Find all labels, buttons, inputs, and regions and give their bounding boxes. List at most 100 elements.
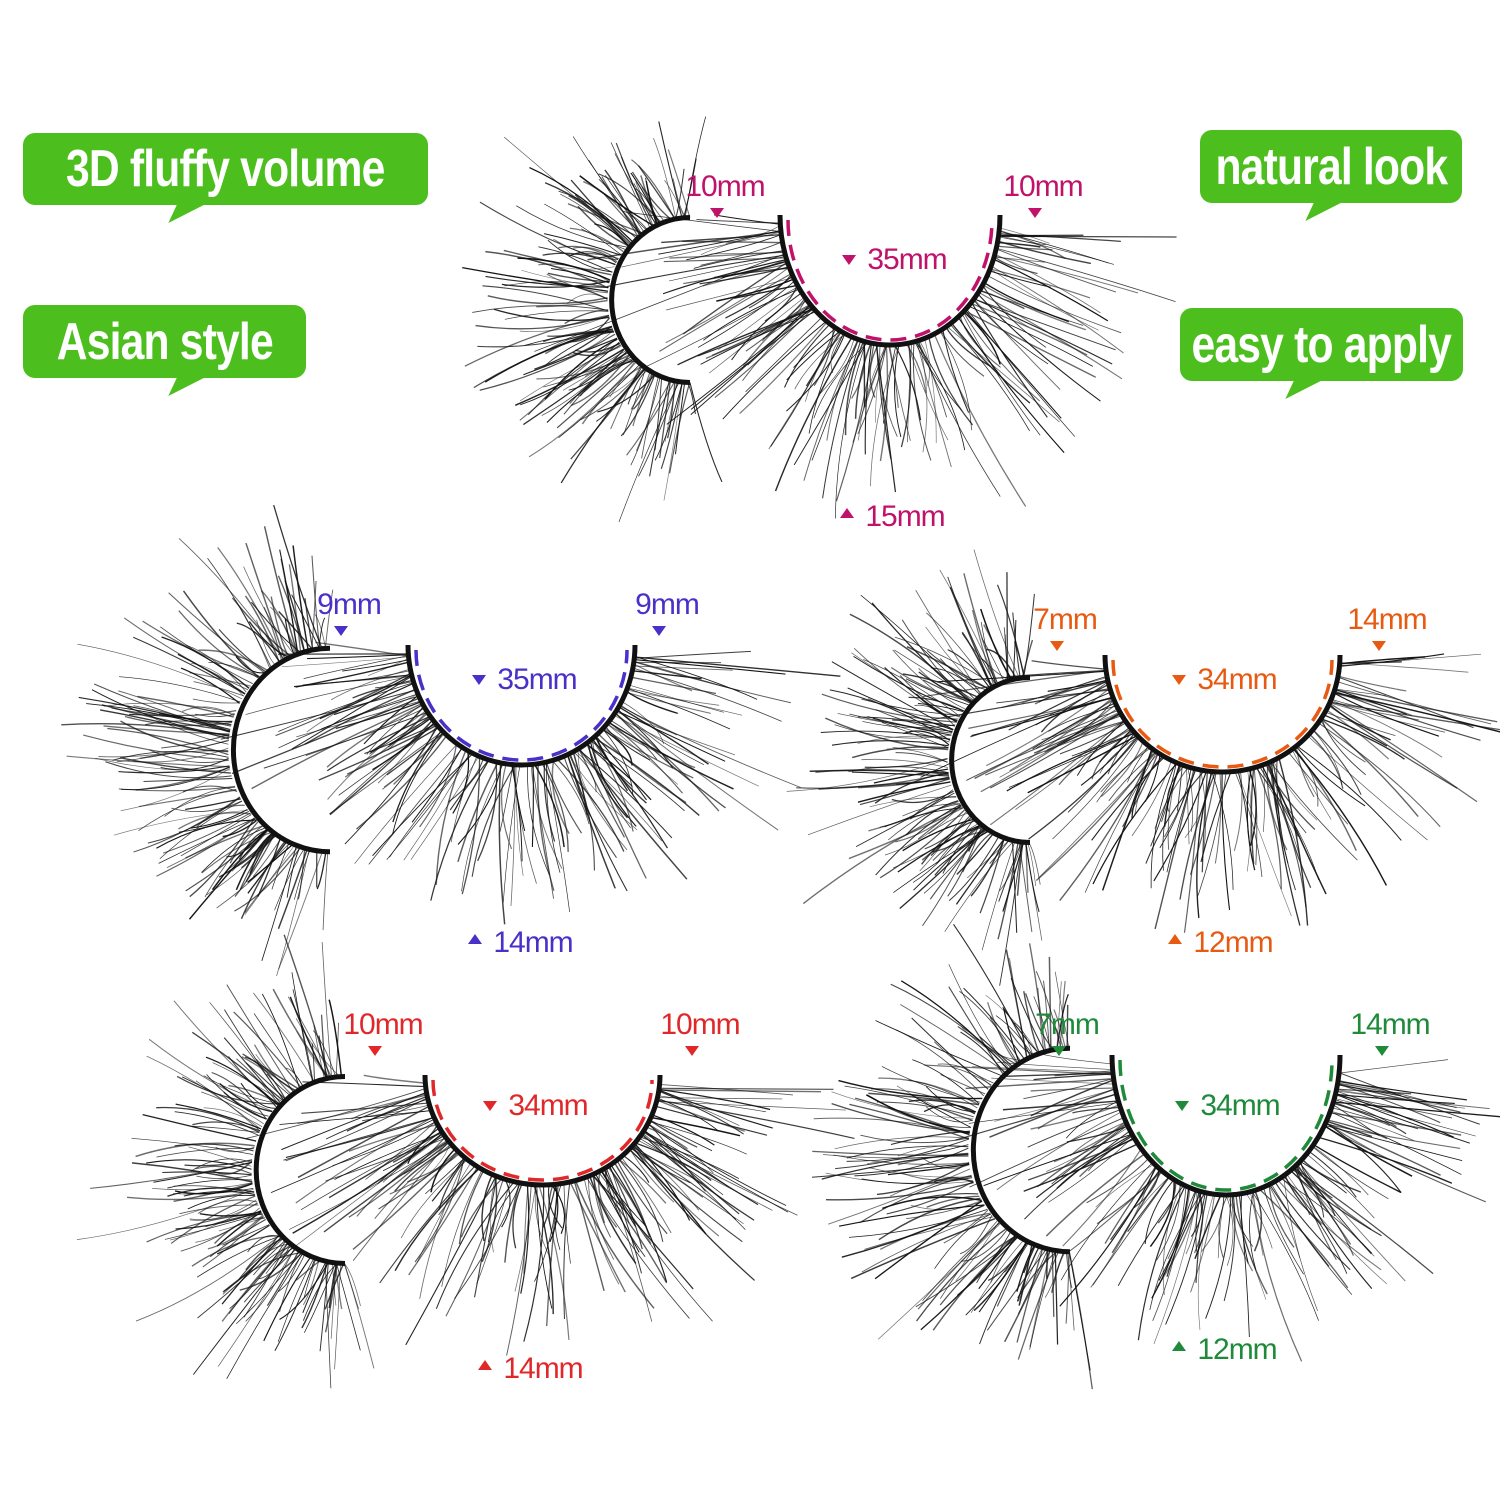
lash-strand	[566, 293, 608, 304]
lash-strand	[818, 778, 950, 790]
lash-strand	[580, 368, 645, 421]
lash-strand	[567, 203, 643, 234]
left-end-length-label: 7mm	[1035, 1008, 1100, 1041]
lash-strand	[642, 1132, 746, 1230]
lash-strand	[111, 707, 237, 717]
lash-strand	[939, 330, 972, 431]
lash-strand	[632, 373, 654, 410]
lash-strand	[544, 203, 622, 256]
lash-strand	[189, 672, 251, 687]
lash-strand	[379, 1165, 476, 1284]
lash-strand	[326, 715, 431, 772]
lash-strand	[1201, 770, 1209, 873]
lash-strand	[604, 1168, 653, 1322]
lash-strand	[1234, 771, 1263, 878]
lash-strand	[955, 838, 1006, 905]
lash-strand	[660, 382, 683, 469]
lash-strand	[1334, 1097, 1476, 1137]
lash-strand	[1025, 993, 1055, 1050]
lash-strand	[934, 1213, 992, 1269]
lash-strand	[1008, 680, 1109, 731]
lash-strand	[235, 656, 264, 674]
lash-strand	[946, 326, 1060, 423]
lash-strand	[277, 1258, 315, 1342]
lash-strand	[623, 369, 646, 436]
lash-strand	[192, 698, 240, 704]
lash-strand	[103, 702, 235, 715]
lash-strand	[597, 374, 656, 413]
lash-strand	[1023, 1078, 1114, 1100]
lash-strand	[285, 1097, 428, 1162]
lash-strand	[604, 169, 641, 236]
lash-strand	[1004, 1249, 1052, 1343]
lash-strand	[1299, 1161, 1347, 1194]
lash-strand	[543, 359, 634, 388]
lash-strand	[970, 1240, 1024, 1313]
lash-strand	[498, 762, 506, 925]
lash-strand	[961, 1229, 1008, 1262]
lash-strand	[900, 1172, 972, 1181]
lash-strand	[633, 665, 733, 671]
lash-strand	[926, 649, 989, 690]
lash-strand	[343, 1263, 361, 1307]
lash-strand	[923, 1104, 976, 1113]
lash-strand	[583, 356, 631, 393]
lash-strand	[1268, 1184, 1301, 1258]
lash-strand	[365, 1104, 430, 1117]
lash-strand	[831, 1103, 970, 1134]
lash-band	[1102, 654, 1343, 775]
lash-strand	[462, 267, 609, 292]
lash-strand	[980, 608, 1013, 680]
lash-band	[230, 645, 331, 855]
lash-strand	[118, 785, 236, 792]
lash-strand	[570, 253, 619, 260]
lash-strand	[945, 326, 991, 367]
lash-strand	[960, 1031, 1005, 1073]
lash-strand	[961, 313, 1041, 436]
lash-strand	[145, 720, 232, 727]
lash-strand	[875, 709, 953, 733]
lash-strand	[942, 328, 970, 413]
lash-strand	[1053, 1120, 1126, 1163]
lash-strand	[902, 803, 961, 817]
lash-strand	[894, 344, 902, 438]
lash-strand	[933, 333, 1027, 507]
lash-strand	[1120, 1176, 1170, 1240]
lash-strand	[926, 1195, 980, 1208]
arrow-down-icon	[368, 1046, 382, 1056]
lash-strand	[1080, 732, 1136, 786]
lash-strand	[916, 340, 1001, 497]
lash-strand	[222, 1238, 283, 1295]
lash-strand	[1337, 1080, 1467, 1101]
lash-strand	[996, 1111, 1122, 1191]
lash-strand	[605, 1167, 642, 1274]
lash-strand	[989, 270, 1051, 288]
lash-strand	[291, 675, 413, 750]
lash-strand	[903, 730, 950, 746]
lash-strand	[291, 972, 314, 1083]
lash-strand	[546, 761, 561, 873]
lash-strand	[348, 1136, 446, 1218]
band-length-dashed-guide	[1111, 659, 1334, 769]
lash-strand	[1325, 1122, 1441, 1176]
lash-strand	[126, 1190, 255, 1201]
arrow-up-icon	[840, 508, 854, 518]
lash-strand	[1312, 1145, 1369, 1196]
lash-strand	[205, 1056, 279, 1106]
lash-strand	[989, 719, 1125, 826]
lash-strand	[543, 762, 556, 842]
lash-strand	[875, 344, 886, 423]
lash-strand	[244, 1056, 286, 1099]
lash-strand	[504, 281, 609, 288]
lash-strand	[616, 709, 674, 769]
lash-strand	[630, 676, 717, 695]
lash-strand	[438, 1167, 480, 1216]
lash-strand	[708, 296, 805, 374]
lash-strand	[973, 1241, 1028, 1312]
lash-strand	[441, 1169, 483, 1287]
lash-strand	[365, 1120, 437, 1180]
lash-strand	[593, 1173, 612, 1238]
lash-strand	[311, 1043, 315, 1082]
lash-strand	[986, 1002, 1018, 1064]
lash-strand	[966, 715, 1123, 781]
